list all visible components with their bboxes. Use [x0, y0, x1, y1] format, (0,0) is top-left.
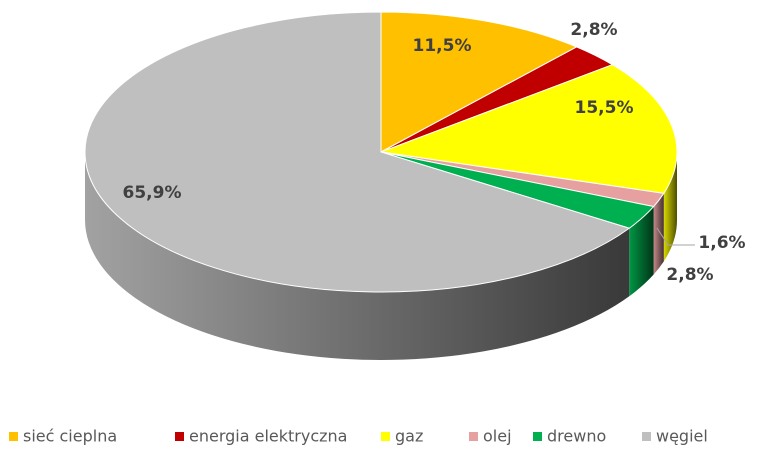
legend-swatch: [175, 432, 184, 441]
slice-side: [663, 152, 677, 262]
slice: [379, 64, 678, 194]
legend-swatch: [9, 432, 18, 441]
legend-label: węgiel: [656, 427, 708, 446]
slice-side: [84, 152, 630, 360]
data-label: 15,5%: [575, 98, 634, 118]
legend-label: energia elektryczna: [189, 427, 347, 446]
slice: [380, 11, 578, 153]
legend-label: drewno: [547, 427, 606, 446]
data-label: 1,6%: [698, 233, 745, 253]
data-label: 65,9%: [123, 183, 182, 203]
legend-swatch: [469, 432, 478, 441]
legend-label: gaz: [395, 427, 423, 446]
slice-side: [653, 193, 664, 275]
legend-label: olej: [483, 427, 512, 446]
slice-side: [629, 206, 654, 297]
slice: [84, 11, 631, 293]
legend-swatch: [381, 432, 390, 441]
legend-swatch: [642, 432, 651, 441]
data-label: 11,5%: [413, 36, 472, 56]
legend-swatch: [533, 432, 542, 441]
legend-label: sieć cieplna: [23, 427, 117, 446]
data-label: 2,8%: [666, 265, 713, 285]
leader-line: [656, 227, 695, 246]
data-label: 2,8%: [570, 20, 617, 40]
